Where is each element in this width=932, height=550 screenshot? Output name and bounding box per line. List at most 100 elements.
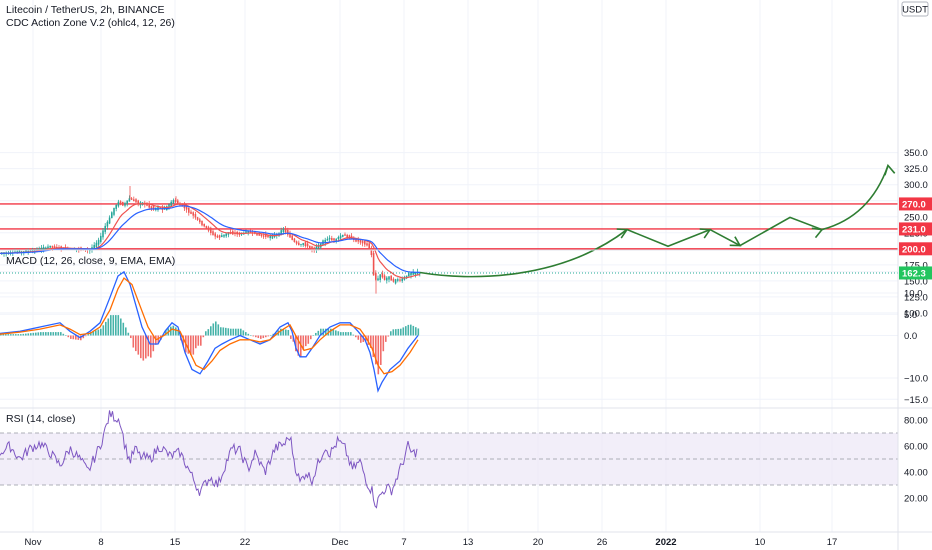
macd-histogram-bar <box>335 330 337 336</box>
macd-histogram-bar <box>230 328 232 336</box>
rsi-tick: 60.00 <box>904 442 928 453</box>
candle-body <box>150 206 153 209</box>
time-tick: 10 <box>755 537 766 548</box>
candle-body <box>115 204 117 209</box>
macd-histogram-bar <box>92 331 95 336</box>
macd-histogram-bar <box>112 315 115 336</box>
macd-histogram-bar <box>222 327 225 336</box>
candle-body <box>146 203 148 206</box>
candle-body <box>388 276 390 280</box>
macd-histogram-bar <box>95 330 97 336</box>
macd-histogram-bar <box>52 332 55 336</box>
candle-body <box>293 238 296 243</box>
macd-histogram-bar <box>357 335 360 340</box>
signal-line <box>0 277 419 375</box>
macd-histogram-bar <box>15 334 17 336</box>
level-tag-label: 200.0 <box>902 244 926 255</box>
macd-histogram-bar <box>125 327 127 336</box>
macd-histogram-bar <box>202 335 205 338</box>
macd-histogram-bar <box>395 329 397 336</box>
macd-histogram-bar <box>47 332 50 336</box>
candle-body <box>359 239 362 243</box>
horizontal-levels[interactable] <box>0 203 898 250</box>
macd-line <box>0 270 419 393</box>
candle-body <box>282 228 285 233</box>
macd-histogram-bar <box>37 332 40 336</box>
indicator-title[interactable]: CDC Action Zone V.2 (ohlc4, 12, 26) <box>6 17 175 29</box>
candle-body <box>390 275 392 281</box>
macd-histogram-bar <box>10 334 12 336</box>
macd-histogram-bar <box>147 335 150 357</box>
projection-path[interactable] <box>419 165 889 278</box>
candle-body <box>207 227 210 231</box>
candle-body <box>269 235 271 239</box>
macd-histogram-bar <box>17 334 20 336</box>
grid-lines <box>0 0 898 532</box>
candle-body <box>95 242 98 248</box>
price-candles <box>1 185 421 294</box>
macd-histogram-bar <box>32 332 35 336</box>
candle-body <box>14 251 16 253</box>
candle-body <box>42 247 45 251</box>
candle-body <box>216 235 219 238</box>
macd-histogram-bar <box>227 328 230 336</box>
macd-histogram-bar <box>142 335 145 361</box>
currency-box[interactable] <box>901 1 929 17</box>
macd-histogram-bar <box>90 332 92 336</box>
macd-histogram-bar <box>105 321 107 336</box>
candle-body <box>372 253 375 276</box>
macd-histogram-bar <box>242 330 245 336</box>
macd-histogram-bar <box>315 332 317 336</box>
candle-body <box>130 198 133 200</box>
rsi-pane[interactable] <box>0 410 898 509</box>
candle-body <box>159 206 161 209</box>
price-tick: 250.0 <box>904 212 928 223</box>
candle-body <box>185 206 188 210</box>
time-tick: 15 <box>170 537 181 548</box>
macd-histogram-bar <box>97 329 100 336</box>
symbol-title[interactable]: Litecoin / TetherUS, 2h, BINANCE <box>6 4 165 16</box>
time-axis[interactable]: Nov 8 15 22 Dec 7 13 20 26 2022 10 17 <box>25 537 838 548</box>
macd-tick: −15.0 <box>904 395 928 406</box>
macd-histogram-bar <box>165 329 167 336</box>
macd-histogram-bar <box>170 326 172 336</box>
price-pane[interactable] <box>0 163 898 294</box>
candle-body <box>221 235 223 238</box>
macd-histogram-bar <box>207 329 210 336</box>
candle-body <box>262 235 265 237</box>
macd-histogram-bar <box>417 328 420 336</box>
macd-histogram-bar <box>400 328 402 336</box>
macd-histogram-bar <box>265 335 267 338</box>
macd-histogram-bar <box>237 328 240 336</box>
macd-histogram-bar <box>332 329 335 336</box>
rsi-tick: 40.00 <box>904 468 928 479</box>
macd-histogram-bar <box>232 328 235 336</box>
macd-histogram-bar <box>340 332 342 336</box>
macd-histogram-bar <box>127 332 130 336</box>
candle-body <box>170 201 172 207</box>
candle-body <box>225 233 227 237</box>
candle-body <box>106 221 109 227</box>
macd-histogram-bar <box>397 328 400 336</box>
macd-histogram-bar <box>320 328 322 336</box>
macd-histogram-bar <box>390 331 392 336</box>
macd-histogram-bar <box>260 335 262 339</box>
macd-histogram-bar <box>310 335 312 340</box>
candle-body <box>223 234 225 237</box>
macd-histogram-bar <box>190 335 192 355</box>
level-tags: 270.0 231.0 200.0 162.3 <box>899 197 932 280</box>
macd-pane[interactable] <box>0 270 420 393</box>
candle-body <box>258 233 260 236</box>
macd-histogram-bar <box>172 325 175 336</box>
candle-body <box>405 275 408 279</box>
macd-title[interactable]: MACD (12, 26, close, 9, EMA, EMA) <box>6 255 175 267</box>
macd-histogram-bar <box>140 335 142 359</box>
price-tick: 300.0 <box>904 180 928 191</box>
macd-histogram-bar <box>385 335 387 342</box>
macd-histogram-bar <box>402 327 405 336</box>
macd-histogram-bar <box>290 335 292 339</box>
rsi-title[interactable]: RSI (14, close) <box>6 413 75 425</box>
candle-body <box>328 237 331 240</box>
macd-histogram-bar <box>30 333 32 336</box>
